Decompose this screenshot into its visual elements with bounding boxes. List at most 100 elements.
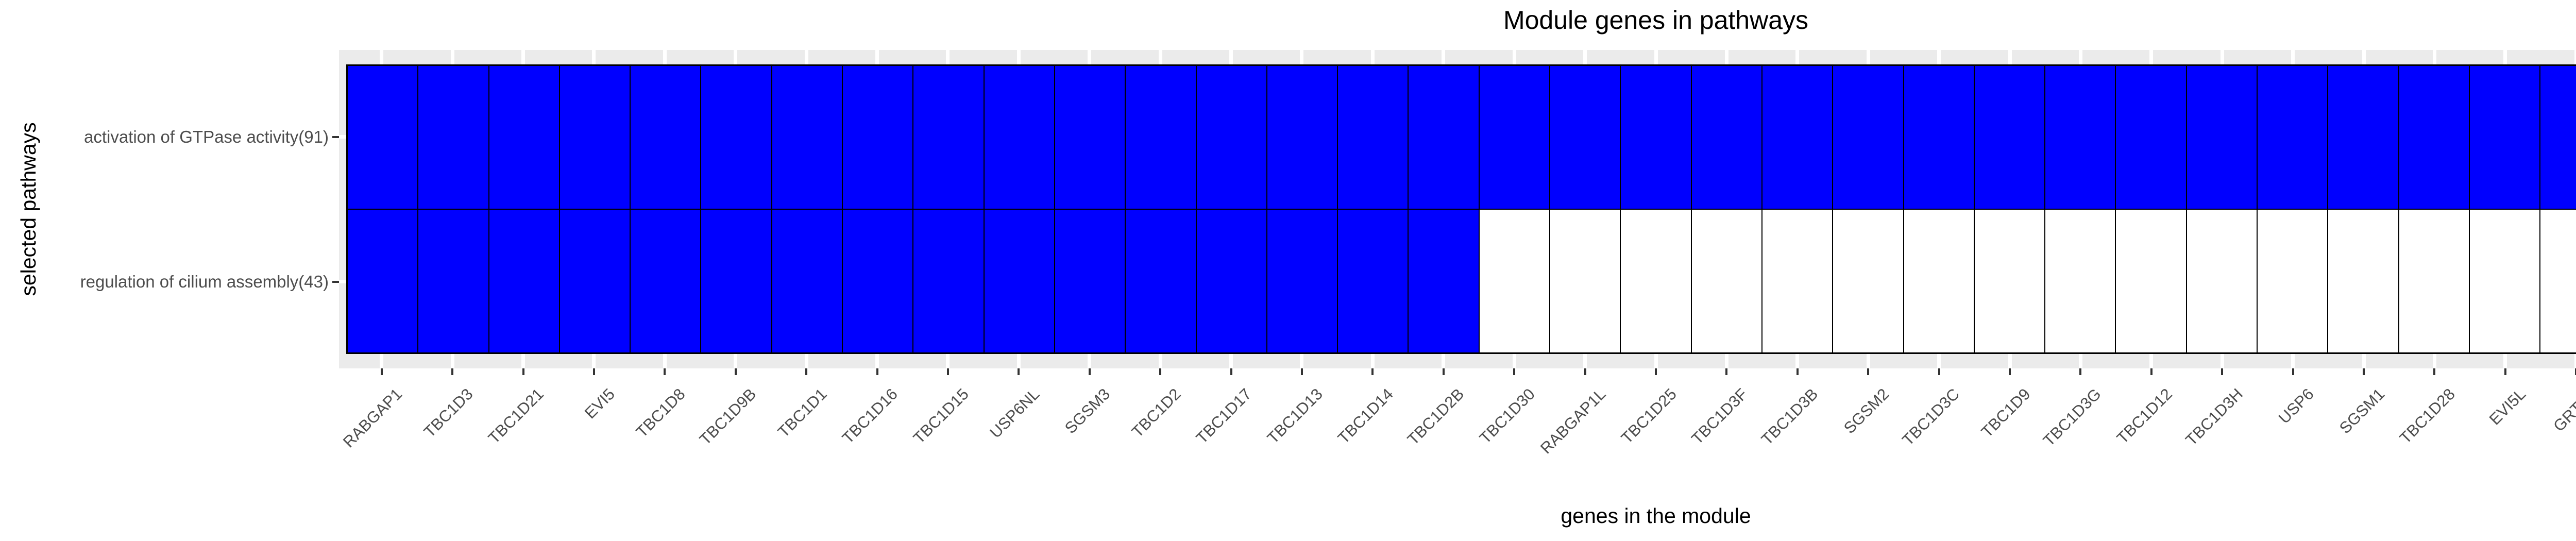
panel-gridline-vertical [2432,50,2436,64]
x-tick-label-TBC1D2: TBC1D2 [1128,385,1184,441]
panel-gridline-vertical [804,50,808,64]
panel-gridline-vertical [1512,50,1516,64]
x-tick-label-EVI5: EVI5 [581,385,618,422]
panel-gridline-vertical [1016,354,1021,368]
x-tick-label-TBC1D3: TBC1D3 [420,385,477,441]
panel-gridline-vertical [2362,354,2366,368]
heatmap-cell-EVI5L-row2 [2469,210,2540,352]
panel-gridline-vertical [734,354,738,368]
panel-gridline-vertical [1158,354,1162,368]
heatmap-cell-TBC1D14-row2 [1338,210,1408,352]
x-tick-label-TBC1D3C: TBC1D3C [1899,385,1963,449]
panel-gridline-vertical [804,354,808,368]
panel-gridline-vertical [1370,50,1375,64]
panel-gridline-vertical [2078,50,2082,64]
x-tick-label-TBC1D17: TBC1D17 [1193,385,1256,447]
panel-gridline-vertical [1866,50,1870,64]
heatmap-cell-TBC1D30-row2 [1479,210,1550,352]
x-tick-label-TBC1D3H: TBC1D3H [2182,385,2246,449]
x-tick-label-SGSM3: SGSM3 [1061,385,1114,437]
heatmap-cell-USP6-row2 [2258,210,2328,352]
heatmap-cell-TBC1D3-row1 [418,66,488,209]
heatmap-cell-TBC1D3F-row1 [1691,66,1761,209]
heatmap-cell-TBC1D3F-row2 [1691,210,1761,352]
heatmap-cell-TBC1D14-row1 [1338,66,1408,209]
heatmap-cell-TBC1D8-row2 [631,210,701,352]
heatmap-cell-EVI5-row2 [560,210,630,352]
heatmap-cell-TBC1D3B-row2 [1762,210,1833,352]
x-tick-label-USP6NL: USP6NL [986,385,1043,442]
x-tick-label-TBC1D25: TBC1D25 [1617,385,1680,447]
y-tick-label-row2: regulation of cilium assembly(43) [80,272,329,291]
x-tick-mark [1230,368,1232,375]
heatmap-cell-EVI5-row1 [560,66,630,209]
x-tick-mark [946,368,949,375]
heatmap-cell-TBC1D2B-row1 [1409,66,1479,209]
x-tick-label-TBC1D28: TBC1D28 [2396,385,2459,447]
x-tick-mark [1300,368,1303,375]
panel-gridline-vertical [521,354,525,368]
panel-gridline-vertical [592,50,596,64]
panel-gridline-horizontal [339,280,346,283]
x-tick-mark [876,368,878,375]
x-tick-label-TBC1D9B: TBC1D9B [696,385,760,449]
heatmap-cell-TBC1D28-row1 [2399,66,2469,209]
x-tick-mark [2575,368,2576,375]
heatmap-cell-USP6-row1 [2258,66,2328,209]
x-tick-mark [1725,368,1728,375]
heatmap-cell-TBC1D13-row1 [1267,66,1337,209]
panel-gridline-vertical [592,354,596,368]
x-tick-mark [2221,368,2224,375]
heatmap-cell-TBC1D3B-row1 [1762,66,1833,209]
heatmap-cell-TBC1D1-row1 [772,66,842,209]
panel-gridline-vertical [2503,354,2507,368]
panel-gridline-vertical [1583,354,1587,368]
panel-gridline-vertical [1016,50,1021,64]
heatmap-cell-RABGAP1-row2 [348,210,418,352]
panel-gridline-vertical [1370,354,1375,368]
panel-gridline-vertical [1442,50,1446,64]
panel-gridline-vertical [1724,354,1728,368]
panel-gridline-vertical [1654,354,1658,368]
heatmap-cell-TBC1D9-row2 [1974,210,2045,352]
x-tick-mark [2079,368,2082,375]
panel-gridline-vertical [380,354,384,368]
plot-title: Module genes in pathways [1503,6,1809,35]
y-tick-mark [332,280,339,283]
heatmap-cell-RABGAP1L-row1 [1550,66,1620,209]
heatmap-cell-TBC1D3G-row2 [2045,210,2115,352]
panel-gridline-vertical [1229,50,1233,64]
heatmap-cell-SGSM3-row1 [1055,66,1125,209]
panel-gridline-vertical [1229,354,1233,368]
x-tick-label-TBC1D3B: TBC1D3B [1758,385,1822,449]
heatmap-cell-GRTP1-row2 [2540,210,2576,352]
x-tick-label-TBC1D12: TBC1D12 [2113,385,2176,447]
heatmap-tile-grid [346,64,2576,354]
heatmap-cell-TBC1D16-row1 [843,66,913,209]
heatmap-cell-SGSM1-row2 [2328,210,2398,352]
heatmap-cell-TBC1D21-row1 [489,66,559,209]
x-tick-label-RABGAP1L: RABGAP1L [1536,385,1609,458]
panel-gridline-vertical [2291,354,2295,368]
panel-gridline-vertical [2432,354,2436,368]
panel-gridline-vertical [1724,50,1728,64]
heatmap-cell-TBC1D8-row1 [631,66,701,209]
x-tick-mark [1867,368,1870,375]
x-tick-label-TBC1D15: TBC1D15 [909,385,972,447]
x-tick-label-TBC1D14: TBC1D14 [1334,385,1397,447]
panel-gridline-vertical [450,354,454,368]
panel-gridline-vertical [946,354,950,368]
panel-gridline-vertical [734,50,738,64]
heatmap-cell-TBC1D15-row1 [913,66,984,209]
x-tick-mark [805,368,808,375]
x-tick-label-EVI5L: EVI5L [2486,385,2530,429]
x-tick-mark [1513,368,1516,375]
panel-gridline-vertical [1866,354,1870,368]
panel-gridline-vertical [2008,50,2012,64]
x-tick-label-USP6: USP6 [2275,385,2317,428]
heatmap-cell-USP6NL-row1 [984,66,1054,209]
x-tick-label-TBC1D3G: TBC1D3G [2040,385,2105,450]
x-tick-label-TBC1D30: TBC1D30 [1476,385,1538,447]
heatmap-cell-TBC1D16-row2 [843,210,913,352]
heatmap-cell-EVI5L-row1 [2469,66,2540,209]
